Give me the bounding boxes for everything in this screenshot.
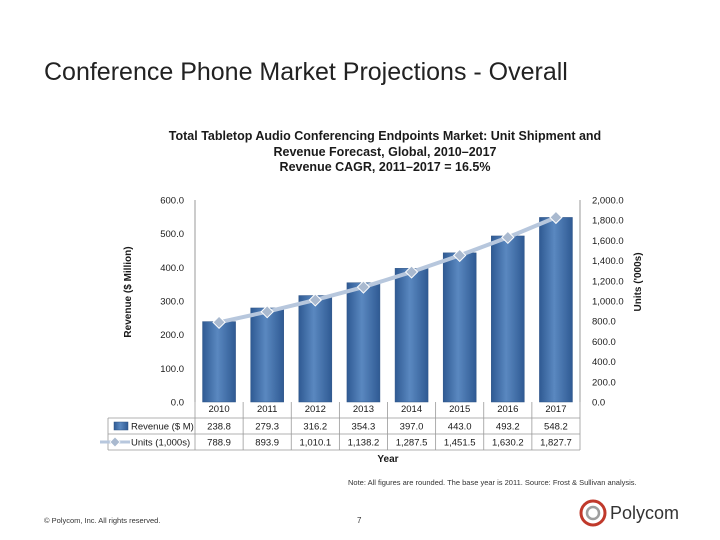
units-data-label: 1,138.2 — [348, 438, 380, 449]
chart-title-line-2: Revenue Forecast, Global, 2010–2017 — [273, 144, 497, 159]
x-tick-label: 2016 — [497, 404, 518, 415]
chart-title-line-3: Revenue CAGR, 2011–2017 = 16.5% — [279, 160, 491, 174]
revenue-bar — [250, 307, 284, 403]
page-number: 7 — [357, 516, 362, 525]
polycom-logo-icon — [579, 499, 607, 527]
x-axis-label: Year — [377, 454, 398, 465]
x-tick-label: 2014 — [401, 404, 422, 415]
right-axis-ticks: 2,000.0 1,800.0 1,600.0 1,400.0 1,200.0 1,000… — [592, 196, 624, 409]
legend-revenue-label: Revenue ($ M) — [131, 422, 194, 433]
units-data-label: 1,630.2 — [492, 438, 524, 449]
units-data-label: 1,827.7 — [540, 438, 572, 449]
right-tick-label: 600.0 — [592, 337, 616, 348]
units-marker — [308, 293, 323, 307]
x-tick-label: 2011 — [257, 404, 277, 415]
left-tick-label: 400.0 — [160, 263, 184, 274]
left-axis-label: Revenue ($ Million) — [123, 246, 134, 337]
x-tick-label: 2013 — [353, 404, 374, 415]
right-tick-label: 400.0 — [592, 357, 616, 368]
chart-title-line-1: Total Tabletop Audio Conferencing Endpoi… — [168, 129, 602, 143]
right-tick-label: 800.0 — [592, 317, 616, 328]
right-tick-label: 1,800.0 — [592, 216, 624, 227]
logo-text: Polycom — [610, 503, 680, 523]
revenue-bars — [202, 217, 573, 403]
units-marker — [212, 315, 226, 330]
units-marker — [452, 248, 467, 263]
revenue-data-label: 279.3 — [255, 422, 279, 433]
right-tick-label: 1,600.0 — [592, 236, 624, 247]
revenue-data-label: 443.0 — [448, 422, 472, 433]
right-tick-label: 200.0 — [592, 377, 616, 388]
revenue-bar — [346, 282, 381, 403]
x-tick-label: 2012 — [305, 404, 326, 415]
revenue-data-label: 354.3 — [352, 422, 376, 433]
right-axis-label: Units ('000s) — [633, 252, 644, 311]
revenue-bar — [394, 268, 429, 403]
legend-revenue-swatch — [113, 421, 129, 431]
slide-title: Conference Phone Market Projections - Ov… — [44, 58, 568, 86]
right-tick-label: 1,000.0 — [592, 297, 624, 308]
right-tick-label: 0.0 — [592, 398, 605, 409]
units-data-label: 1,010.1 — [299, 438, 331, 449]
revenue-bar — [298, 295, 333, 403]
x-tick-label: 2015 — [449, 404, 470, 415]
right-tick-label: 2,000.0 — [592, 196, 624, 207]
copyright-footer: © Polycom, Inc. All rights reserved. — [44, 516, 161, 525]
revenue-data-label: 238.8 — [207, 422, 231, 433]
units-marker — [260, 305, 274, 319]
x-tick-label: 2017 — [545, 404, 566, 415]
x-tick-label: 2010 — [208, 404, 229, 415]
data-table: 2010 2011 2012 2013 2014 2015 2016 2017 Revenue … — [100, 402, 581, 451]
source-note: Note: All figures are rounded. The base … — [348, 478, 637, 487]
revenue-data-label: 548.2 — [544, 422, 568, 433]
units-marker — [356, 280, 371, 294]
units-line — [217, 215, 558, 325]
left-tick-label: 500.0 — [160, 229, 184, 240]
left-tick-label: 600.0 — [160, 196, 184, 207]
revenue-data-label: 397.0 — [400, 422, 424, 433]
left-axis-ticks: 600.0 500.0 400.0 300.0 200.0 100.0 0.0 — [160, 196, 184, 409]
legend-units-marker — [109, 436, 121, 448]
revenue-bar — [539, 217, 573, 403]
revenue-data-label: 493.2 — [496, 422, 520, 433]
units-marker — [501, 230, 515, 245]
left-tick-label: 0.0 — [171, 398, 184, 409]
left-tick-label: 200.0 — [160, 330, 184, 341]
units-marker — [404, 265, 419, 279]
right-tick-label: 1,200.0 — [592, 276, 624, 287]
left-tick-label: 100.0 — [160, 364, 184, 375]
units-data-label: 788.9 — [207, 438, 231, 449]
units-data-label: 1,287.5 — [396, 438, 428, 449]
legend-units-label: Units (1,000s) — [131, 438, 190, 449]
chart-title: Total Tabletop Audio Conferencing Endpoi… — [120, 129, 650, 176]
units-markers — [212, 210, 563, 330]
revenue-bar — [442, 252, 477, 403]
units-data-label: 1,451.5 — [444, 438, 476, 449]
revenue-bar — [491, 235, 525, 403]
units-data-label: 893.9 — [255, 438, 279, 449]
revenue-bar — [202, 321, 236, 403]
right-tick-label: 1,400.0 — [592, 256, 624, 267]
units-marker — [549, 210, 563, 225]
left-tick-label: 300.0 — [160, 297, 184, 308]
revenue-data-label: 316.2 — [303, 422, 327, 433]
